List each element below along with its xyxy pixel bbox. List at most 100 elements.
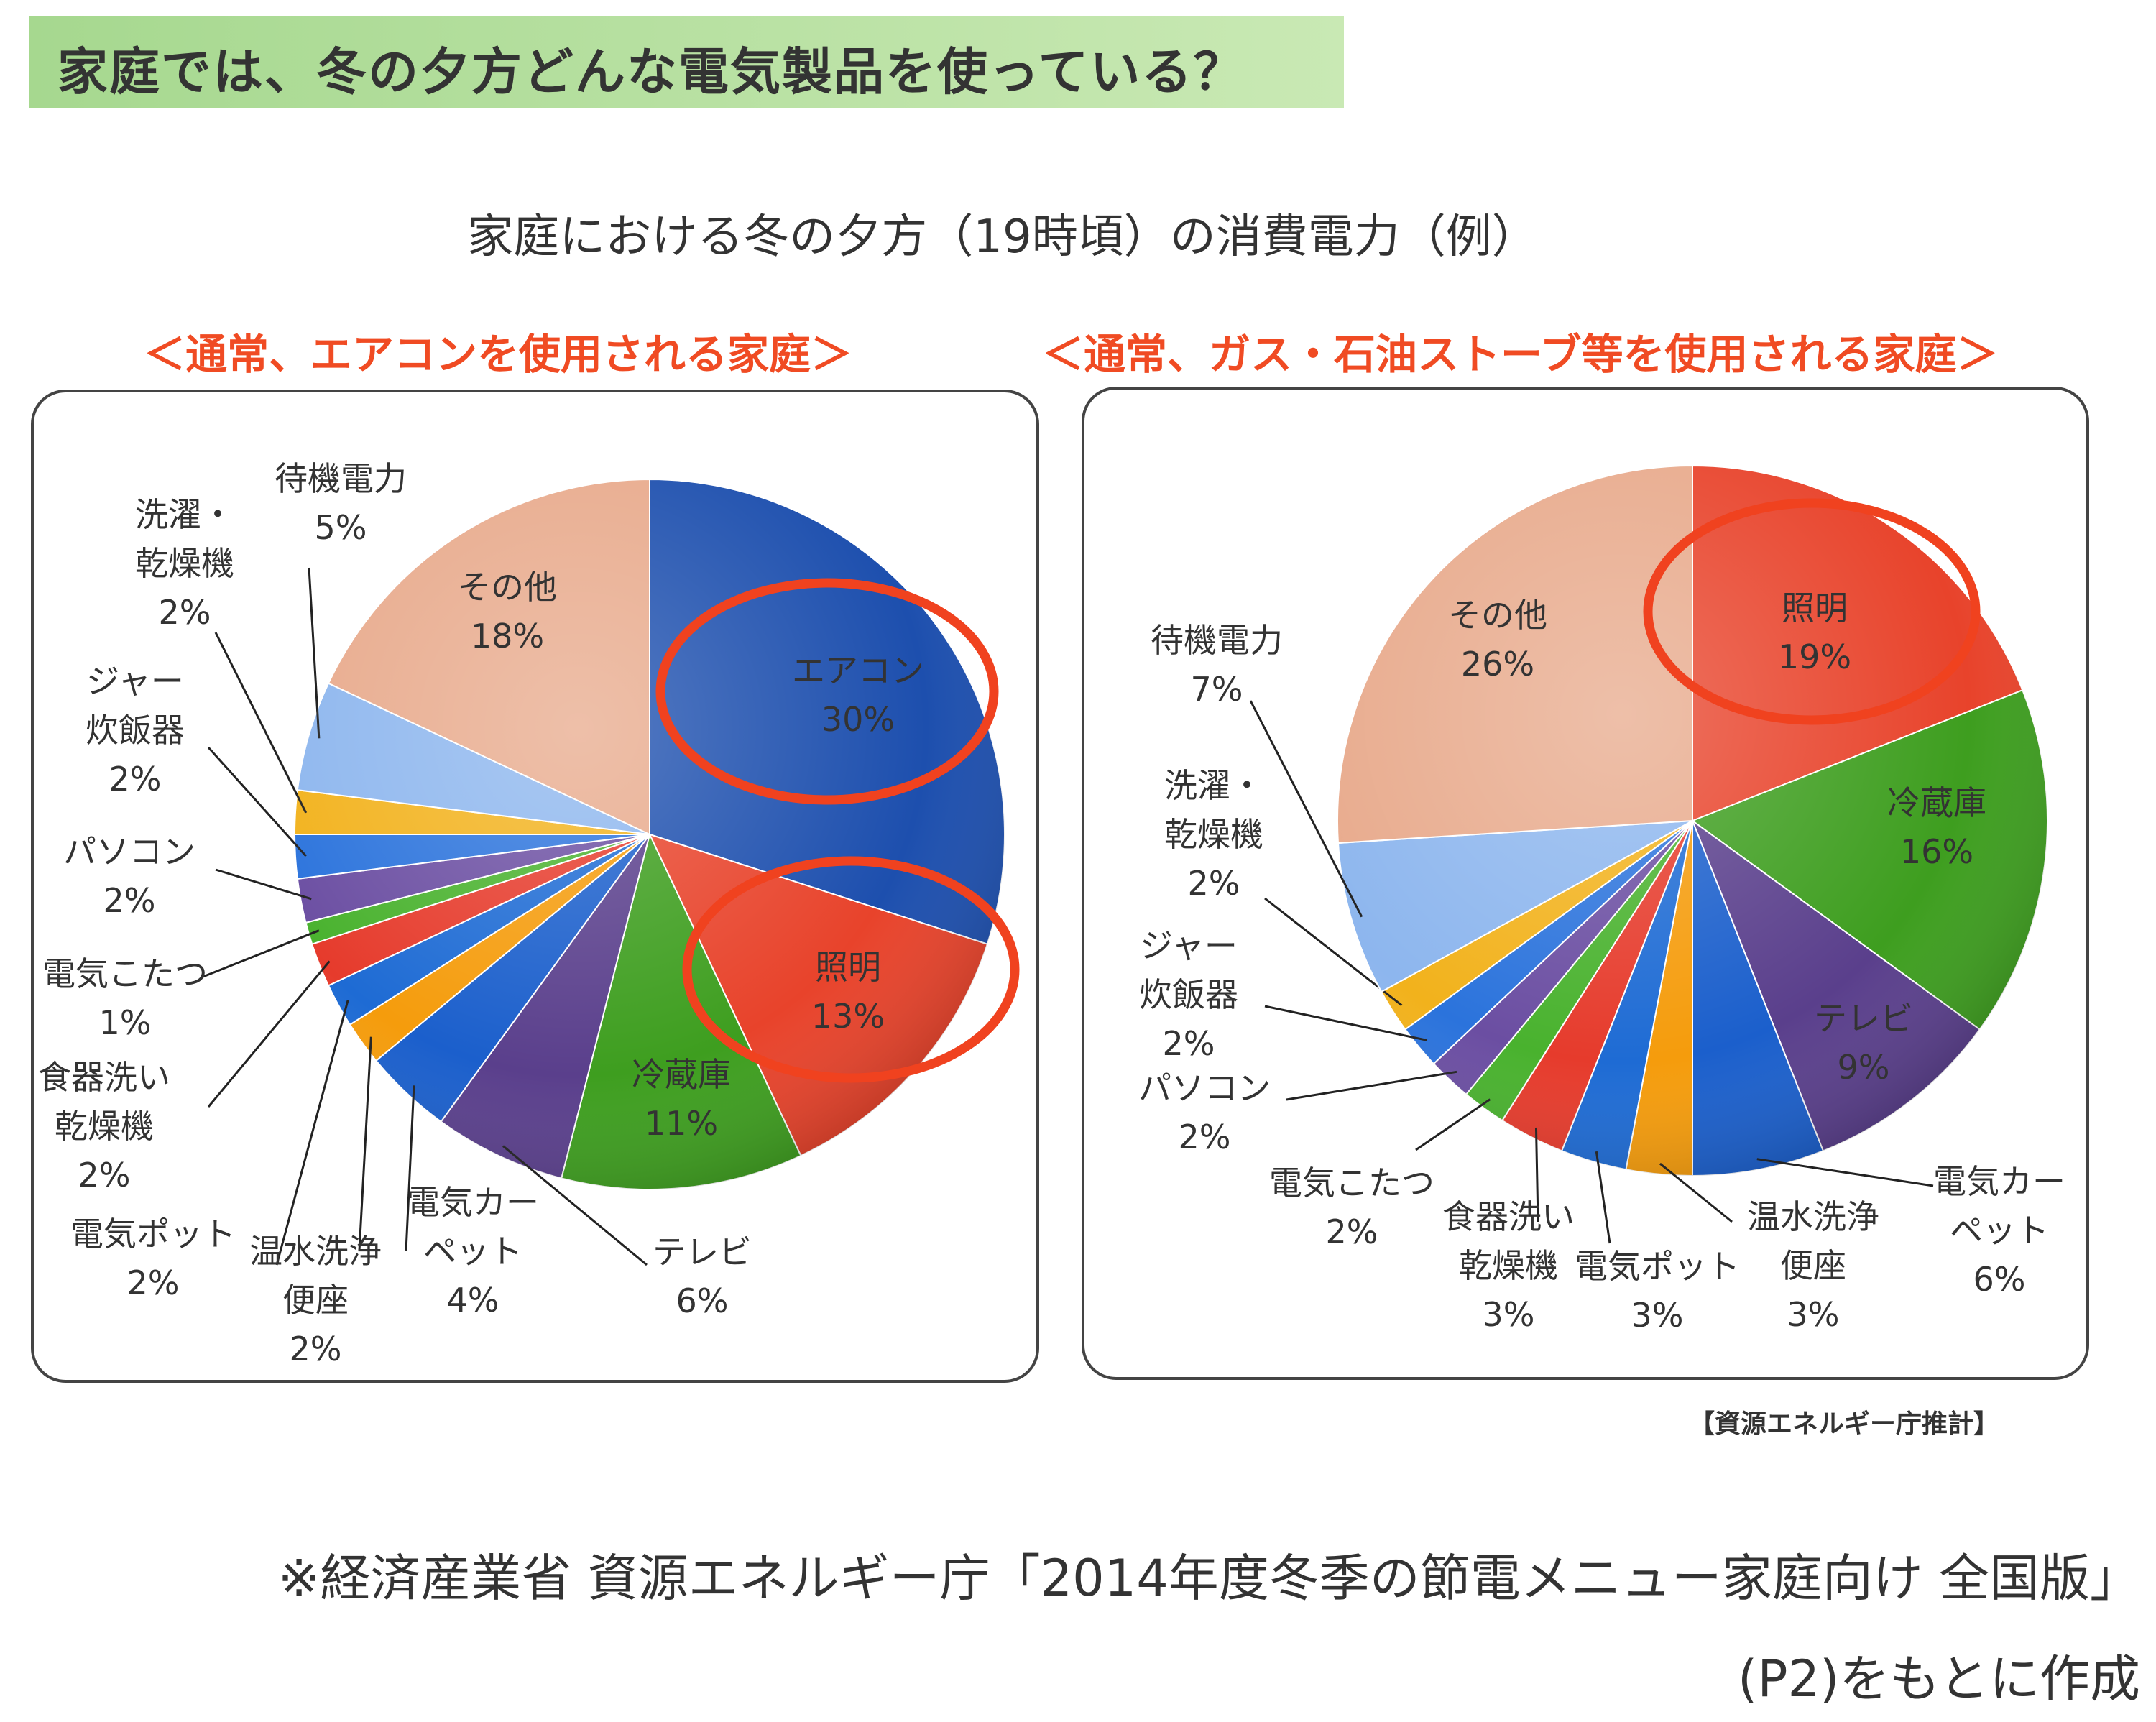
slice-label-name: 待機電力 <box>275 459 407 498</box>
slice-label: 電気ポット 2% <box>70 1210 236 1307</box>
slice-label-value: 2% <box>109 760 162 798</box>
slice-label: エアコン 30% <box>792 646 924 744</box>
slice-label: 照明 19% <box>1778 584 1851 681</box>
slice-label: 電気カー ペット 6% <box>1933 1157 2065 1304</box>
leader-line <box>201 929 320 979</box>
slice-label-name: パソコン <box>63 832 195 871</box>
source-note: 【資源エネルギー庁推計】 <box>1689 1409 2000 1439</box>
footer-line-1: ※経済産業省 資源エネルギー庁「2014年度冬季の節電メニュー家庭向け 全国版」 <box>277 1549 2140 1608</box>
header-banner: 家庭では、冬の夕方どんな電気製品を使っている？ <box>29 16 1344 108</box>
leader-line <box>1756 1158 1934 1187</box>
slice-label-value: 3% <box>1787 1295 1840 1334</box>
slice-label-value: 4% <box>446 1281 499 1320</box>
leader-line <box>214 632 308 814</box>
leader-line <box>1415 1098 1491 1151</box>
slice-label-value: 7% <box>1190 670 1243 709</box>
slice-label-name: その他 <box>1448 596 1547 635</box>
leader-line <box>1595 1151 1611 1244</box>
slice-label: 冷蔵庫 11% <box>632 1050 731 1148</box>
right-chart-title: ＜通常、ガス・石油ストーブ等を使用される家庭＞ <box>1042 330 1999 379</box>
slice-label-value: 2% <box>1178 1118 1231 1156</box>
leader-line <box>275 1000 349 1266</box>
slice-label-value: 18% <box>470 617 545 655</box>
slice-label: 洗濯・ 乾燥機 2% <box>135 490 234 637</box>
slice-label-name: 電気カー ペット <box>407 1183 539 1271</box>
slice-label-name: 冷蔵庫 <box>632 1055 731 1094</box>
slice-label-value: 2% <box>1325 1212 1378 1251</box>
slice-label: 冷蔵庫 16% <box>1887 778 1986 876</box>
slice-label: ジャー 炊飯器 2% <box>86 657 185 804</box>
slice-label-name: 洗濯・ 乾燥機 <box>135 495 234 583</box>
slice-label: 温水洗浄 便座 3% <box>1747 1192 1879 1339</box>
slice-label-value: 30% <box>821 700 895 739</box>
slice-label-value: 5% <box>314 508 367 547</box>
slice-label-value: 2% <box>1162 1024 1215 1063</box>
slice-label-value: 16% <box>1899 832 1974 871</box>
leader-line <box>405 1085 415 1251</box>
slice-label-name: 温水洗浄 便座 <box>249 1232 382 1320</box>
slice-label-name: パソコン <box>1138 1069 1271 1108</box>
slice-label: 温水洗浄 便座 2% <box>249 1227 382 1373</box>
slice-label-value: 3% <box>1631 1296 1684 1335</box>
slice-label-name: 食器洗い 乾燥機 <box>38 1058 170 1146</box>
slice-label-value: 2% <box>158 593 211 632</box>
leader-line <box>1264 1005 1428 1041</box>
leader-line <box>215 868 312 901</box>
highlight-ellipse <box>655 578 999 805</box>
slice-label-name: テレビ <box>653 1233 752 1271</box>
slice-label-name: ジャー 炊飯器 <box>1139 926 1238 1014</box>
slice-label: 食器洗い 乾燥機 2% <box>38 1053 170 1200</box>
slice-label-name: 照明 <box>1782 589 1848 627</box>
slice-label-value: 2% <box>78 1156 131 1194</box>
slice-label-value: 9% <box>1837 1048 1890 1087</box>
footer-line-2: (P2)をもとに作成 <box>1738 1649 2140 1708</box>
slice-label-name: 温水洗浄 便座 <box>1747 1197 1879 1285</box>
slice-label-name: 洗濯・ 乾燥機 <box>1164 766 1263 854</box>
highlight-ellipse <box>1643 498 1981 725</box>
slice-label-value: 2% <box>289 1330 342 1368</box>
slice-label: 電気ポット 3% <box>1575 1242 1740 1340</box>
slice-label-value: 6% <box>1973 1260 2026 1299</box>
slice-label: 待機電力 7% <box>1151 616 1283 714</box>
slice-label-value: 13% <box>811 997 885 1036</box>
slice-label-value: 2% <box>103 881 156 920</box>
right-chart-frame <box>1082 387 2089 1380</box>
slice-label-value: 11% <box>644 1104 719 1143</box>
header-title: 家庭では、冬の夕方どんな電気製品を使っている？ <box>57 42 1245 101</box>
highlight-ellipse <box>682 856 1020 1083</box>
slice-label-name: 電気カー ペット <box>1933 1162 2065 1250</box>
chart-subtitle: 家庭における冬の夕方（19時頃）の消費電力（例） <box>467 211 1538 264</box>
leader-line <box>1534 1127 1539 1223</box>
slice-label: テレビ 9% <box>1814 994 1913 1092</box>
slice-label: ジャー 炊飯器 2% <box>1139 921 1238 1068</box>
slice-label: パソコン 2% <box>1138 1064 1271 1161</box>
slice-label-name: 電気ポット <box>1575 1247 1740 1286</box>
slice-label-value: 26% <box>1460 645 1535 683</box>
slice-label-name: 電気こたつ <box>1269 1164 1434 1202</box>
left-chart-frame <box>31 390 1039 1383</box>
slice-label: テレビ 6% <box>653 1228 752 1325</box>
slice-label-name: ジャー 炊飯器 <box>86 662 185 750</box>
slice-label-value: 2% <box>1187 864 1240 903</box>
slice-label-name: エアコン <box>792 651 924 690</box>
slice-label: パソコン 2% <box>63 827 195 925</box>
slice-label-name: 電気ポット <box>70 1215 236 1253</box>
pie-sheen <box>1337 466 2047 1176</box>
slice-label-value: 6% <box>676 1281 729 1320</box>
slice-label-value: 3% <box>1482 1295 1535 1334</box>
leader-line <box>207 746 307 857</box>
left-chart-title: ＜通常、エアコンを使用される家庭＞ <box>144 330 853 379</box>
slice-label-name: 待機電力 <box>1151 621 1283 660</box>
slice-label: その他 26% <box>1448 591 1547 689</box>
slice-label: 食器洗い 乾燥機 3% <box>1442 1192 1575 1339</box>
slice-label: 照明 13% <box>811 943 885 1041</box>
slice-label: その他 18% <box>458 563 557 660</box>
slice-label-name: 冷蔵庫 <box>1887 783 1986 822</box>
slice-label-value: 2% <box>126 1263 180 1302</box>
slice-label-name: テレビ <box>1814 999 1913 1038</box>
slice-label-name: その他 <box>458 568 557 607</box>
slice-label: 電気こたつ 2% <box>1269 1159 1434 1256</box>
leader-line <box>207 960 331 1108</box>
slice-label: 洗濯・ 乾燥機 2% <box>1164 761 1263 908</box>
